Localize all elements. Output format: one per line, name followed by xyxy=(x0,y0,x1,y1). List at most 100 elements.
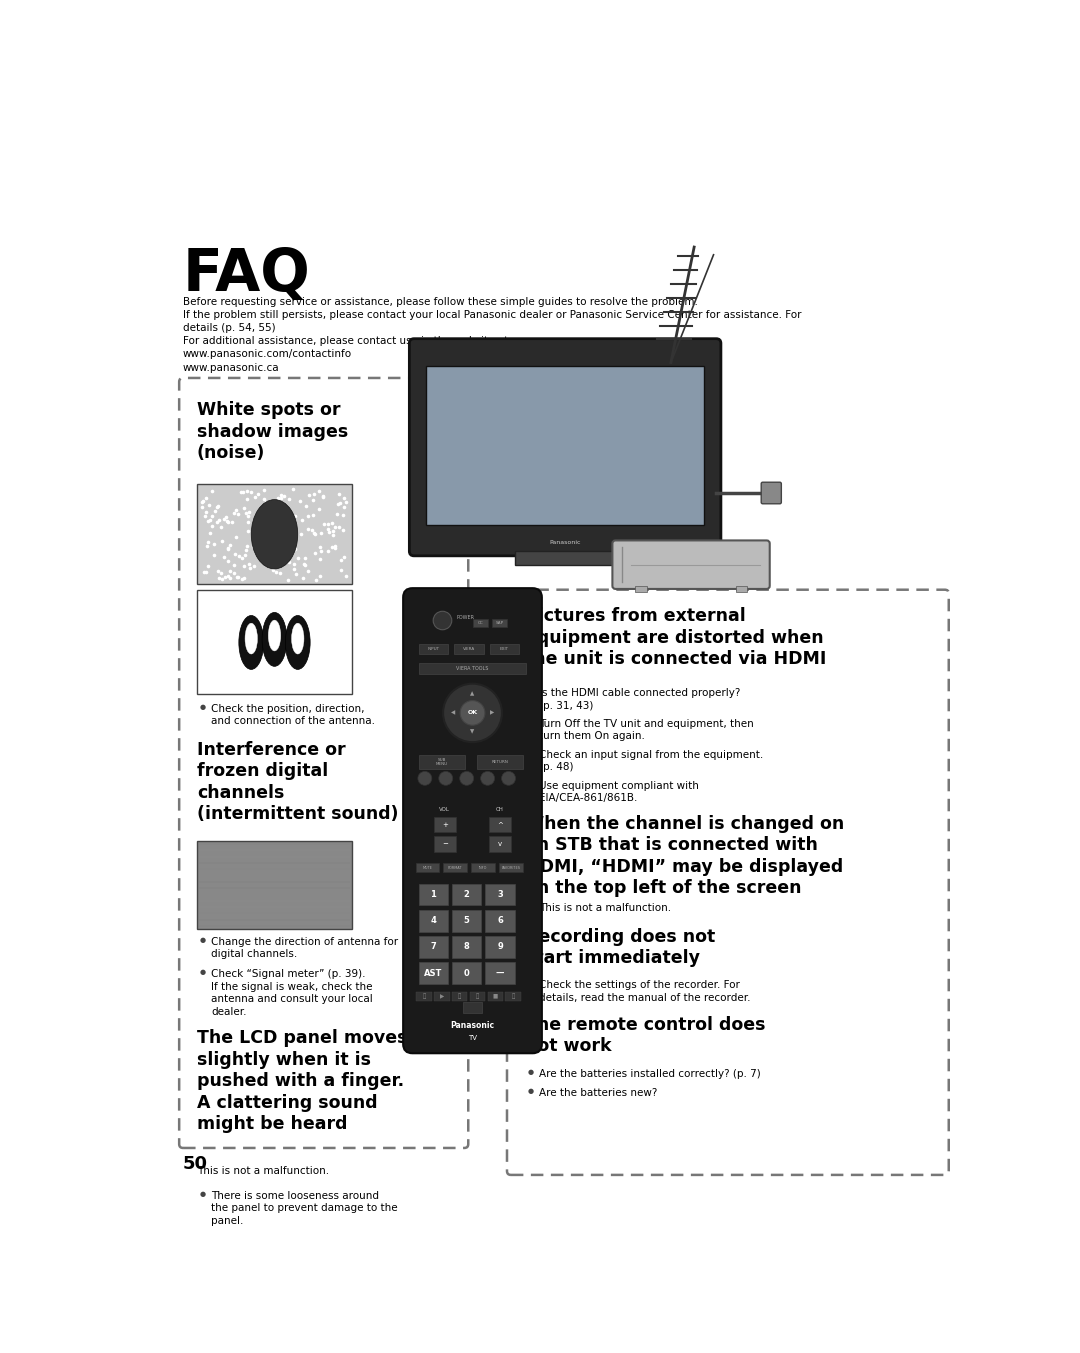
Text: FORMAT: FORMAT xyxy=(448,866,462,870)
Point xyxy=(233,547,251,568)
Point xyxy=(235,498,253,520)
Point xyxy=(226,502,243,524)
Point xyxy=(219,549,237,571)
Point xyxy=(311,498,328,520)
Text: 4: 4 xyxy=(431,916,436,925)
Text: ●: ● xyxy=(200,704,206,710)
Text: CC: CC xyxy=(477,621,483,625)
Ellipse shape xyxy=(239,616,264,670)
Ellipse shape xyxy=(285,616,310,670)
Point xyxy=(254,529,271,551)
Point xyxy=(268,545,285,567)
Text: 9: 9 xyxy=(497,943,503,951)
Point xyxy=(201,494,218,515)
Point xyxy=(210,495,227,517)
Point xyxy=(198,561,215,583)
Point xyxy=(280,570,297,591)
Text: 1: 1 xyxy=(431,890,436,900)
Circle shape xyxy=(460,701,485,725)
Point xyxy=(203,505,220,526)
Text: ●: ● xyxy=(528,902,534,909)
Bar xyxy=(476,755,524,769)
Point xyxy=(229,503,246,525)
Point xyxy=(282,518,299,540)
Point xyxy=(286,505,303,526)
Point xyxy=(332,492,349,514)
Point xyxy=(208,510,226,532)
Point xyxy=(232,482,249,503)
Point xyxy=(218,510,235,532)
Circle shape xyxy=(501,771,515,785)
Point xyxy=(227,526,244,548)
Bar xyxy=(463,1003,482,1013)
Point xyxy=(213,561,230,583)
Text: INPUT: INPUT xyxy=(428,647,440,651)
Point xyxy=(285,526,302,548)
Point xyxy=(281,521,298,543)
Point xyxy=(215,509,232,530)
Point xyxy=(238,480,255,502)
Point xyxy=(303,520,321,541)
Text: ⏮: ⏮ xyxy=(422,993,426,999)
FancyBboxPatch shape xyxy=(179,377,469,1147)
Bar xyxy=(451,911,482,932)
Point xyxy=(193,497,211,518)
Point xyxy=(210,567,227,589)
Point xyxy=(285,557,302,579)
Point xyxy=(202,510,219,532)
Point xyxy=(292,524,309,545)
Point xyxy=(285,553,302,575)
Text: Recording does not
start immediately: Recording does not start immediately xyxy=(525,928,715,967)
Text: FAQ: FAQ xyxy=(183,245,311,303)
Point xyxy=(221,567,239,589)
FancyBboxPatch shape xyxy=(409,338,721,556)
Text: When the channel is changed on
an STB that is connected with
HDMI, “HDMI” may be: When the channel is changed on an STB th… xyxy=(525,815,845,897)
Bar xyxy=(419,911,448,932)
Text: details (p. 54, 55): details (p. 54, 55) xyxy=(183,323,275,333)
Point xyxy=(228,566,245,587)
Text: Check “Signal meter” (p. 39).
If the signal is weak, check the
antenna and consu: Check “Signal meter” (p. 39). If the sig… xyxy=(211,969,373,1016)
Point xyxy=(282,520,299,541)
Point xyxy=(221,534,239,556)
Point xyxy=(261,543,279,564)
Point xyxy=(219,566,237,587)
Bar xyxy=(491,618,508,626)
Point xyxy=(268,509,285,530)
Text: −: − xyxy=(442,840,448,847)
Point xyxy=(230,545,247,567)
Point xyxy=(194,491,212,513)
Point xyxy=(206,501,224,522)
Point xyxy=(289,547,307,568)
Text: +: + xyxy=(442,821,448,828)
FancyBboxPatch shape xyxy=(403,589,542,1053)
Point xyxy=(338,491,355,513)
Point xyxy=(282,510,299,532)
Text: This is not a malfunction.: This is not a malfunction. xyxy=(197,1166,329,1177)
Point xyxy=(233,568,251,590)
Point xyxy=(266,509,283,530)
Point xyxy=(193,491,211,513)
Point xyxy=(293,510,310,532)
Point xyxy=(203,515,220,537)
Text: ▶: ▶ xyxy=(440,993,444,999)
Point xyxy=(305,505,322,526)
Point xyxy=(221,560,239,582)
Point xyxy=(225,563,242,584)
Text: ◀: ◀ xyxy=(451,710,456,716)
Point xyxy=(199,510,216,532)
Text: TV: TV xyxy=(468,1035,477,1040)
Text: Is the HDMI cable connected properly?
(p. 31, 43): Is the HDMI cable connected properly? (p… xyxy=(539,689,740,710)
Bar xyxy=(419,644,448,655)
Text: FAVORITES: FAVORITES xyxy=(501,866,521,870)
Point xyxy=(235,567,253,589)
Bar xyxy=(197,840,352,930)
Point xyxy=(324,524,341,545)
Text: SAP: SAP xyxy=(496,621,503,625)
Point xyxy=(330,517,348,538)
Point xyxy=(217,506,234,528)
Text: Pictures from external
equipment are distorted when
the unit is connected via HD: Pictures from external equipment are dis… xyxy=(525,607,826,668)
Point xyxy=(226,543,243,564)
Point xyxy=(311,564,328,586)
Point xyxy=(246,524,264,545)
Bar xyxy=(451,936,482,958)
